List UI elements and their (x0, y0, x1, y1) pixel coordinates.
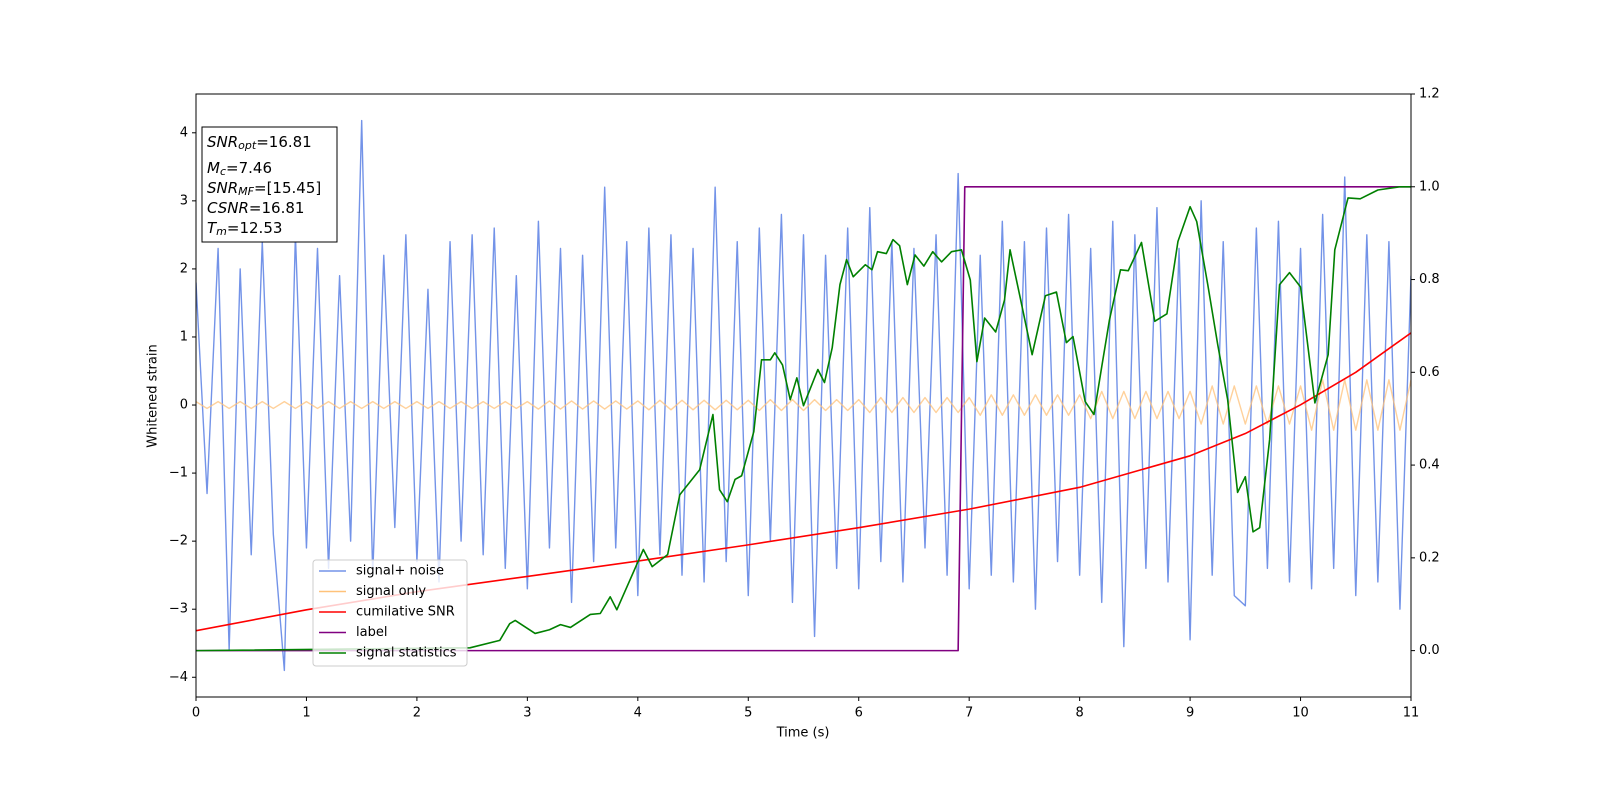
legend-frame (312, 559, 468, 667)
y-tick-label: 1 (180, 329, 188, 344)
x-tick-label: 3 (523, 706, 531, 721)
x-tick-label: 11 (1403, 706, 1420, 721)
annotation-value: =12.53 (227, 219, 283, 237)
legend-label: signal only (356, 584, 426, 599)
annotation-text: SNRopt=16.81 (207, 133, 312, 153)
annotation-symbol: M (207, 159, 220, 177)
x-tick-label: 9 (1186, 706, 1194, 721)
x-tick-label: 2 (413, 706, 421, 721)
annotation-subscript: m (216, 225, 227, 238)
annotation-value: =16.81 (249, 199, 305, 217)
annotation-subscript: c (220, 165, 226, 178)
y-tick-label: 0 (180, 398, 188, 413)
x-axis-label: Time (s) (776, 726, 830, 741)
series-line (196, 185, 1411, 652)
x-tick-label: 6 (855, 706, 863, 721)
legend: signal+ noise signal only cumilative SNR la… (312, 559, 468, 667)
legend-label: label (356, 625, 387, 640)
series-line (196, 185, 1411, 652)
annotation-subscript: opt (238, 139, 257, 152)
y2-tick-label: 0.4 (1419, 458, 1440, 473)
y2-tick-label: 0.6 (1419, 365, 1440, 380)
annotation-symbol: SNR (207, 179, 238, 197)
x-tick-label: 7 (965, 706, 973, 721)
axes-frame (195, 93, 1412, 698)
annotation-box: SNRopt=16.81Mc=7.46SNRMF=[15.45]CSNR=16.… (201, 126, 338, 243)
x-tick-label: 10 (1292, 706, 1309, 721)
y2-tick-label: 0.8 (1419, 272, 1440, 287)
y2-tick-label: 1.2 (1419, 87, 1440, 102)
annotation-value: =7.46 (226, 159, 272, 177)
y-tick-label: −4 (169, 670, 188, 685)
legend-label: cumilative SNR (356, 605, 455, 620)
y2-tick-label: 0.2 (1419, 550, 1440, 565)
y-axis-label: Whitened strain (146, 344, 161, 447)
annotation-text: Tm=12.53 (207, 219, 282, 239)
y-tick-label: −3 (169, 602, 188, 617)
y2-tick-label: 1.0 (1419, 179, 1440, 194)
x-tick-label: 0 (192, 706, 200, 721)
annotation-symbol: CSNR (207, 199, 249, 217)
annotation-subscript: MF (238, 185, 254, 198)
annotation-frame (201, 126, 338, 243)
legend-label: signal statistics (356, 646, 457, 661)
y-tick-label: −2 (169, 534, 188, 549)
y2-tick-label: 0.0 (1419, 643, 1440, 658)
y-tick-label: 4 (180, 125, 188, 140)
y-tick-label: 2 (180, 261, 188, 276)
annotation-value: =16.81 (256, 133, 312, 151)
x-tick-label: 5 (744, 706, 752, 721)
y-tick-label: 3 (180, 193, 188, 208)
x-tick-label: 4 (634, 706, 642, 721)
annotation-text: SNRMF=[15.45] (207, 179, 321, 199)
x-tick-label: 1 (302, 706, 310, 721)
annotation-text: Mc=7.46 (207, 159, 272, 179)
x-tick-label: 8 (1075, 706, 1083, 721)
annotation-symbol: T (207, 219, 218, 237)
series-line (196, 119, 1411, 672)
legend-label: signal+ noise (356, 564, 444, 579)
annotation-text: CSNR=16.81 (207, 199, 304, 217)
series-line (196, 379, 1411, 431)
annotation-symbol: SNR (207, 133, 238, 151)
y-tick-label: −1 (169, 466, 188, 481)
annotation-value: =[15.45] (254, 179, 321, 197)
